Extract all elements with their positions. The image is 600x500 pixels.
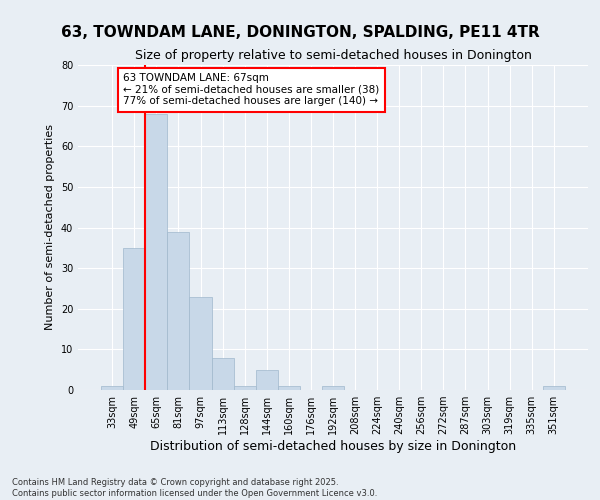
Bar [233,386,256,390]
Bar [212,358,233,390]
Text: 63, TOWNDAM LANE, DONINGTON, SPALDING, PE11 4TR: 63, TOWNDAM LANE, DONINGTON, SPALDING, P… [61,25,539,40]
Bar [543,386,565,390]
Bar [167,232,190,390]
Text: 63 TOWNDAM LANE: 67sqm
← 21% of semi-detached houses are smaller (38)
77% of sem: 63 TOWNDAM LANE: 67sqm ← 21% of semi-det… [123,73,380,106]
X-axis label: Distribution of semi-detached houses by size in Donington: Distribution of semi-detached houses by … [150,440,516,453]
Y-axis label: Number of semi-detached properties: Number of semi-detached properties [45,124,55,330]
Bar [190,296,212,390]
Bar [278,386,300,390]
Bar [101,386,123,390]
Bar [256,370,278,390]
Title: Size of property relative to semi-detached houses in Donington: Size of property relative to semi-detach… [134,50,532,62]
Bar [123,248,145,390]
Text: Contains HM Land Registry data © Crown copyright and database right 2025.
Contai: Contains HM Land Registry data © Crown c… [12,478,377,498]
Bar [145,114,167,390]
Bar [322,386,344,390]
